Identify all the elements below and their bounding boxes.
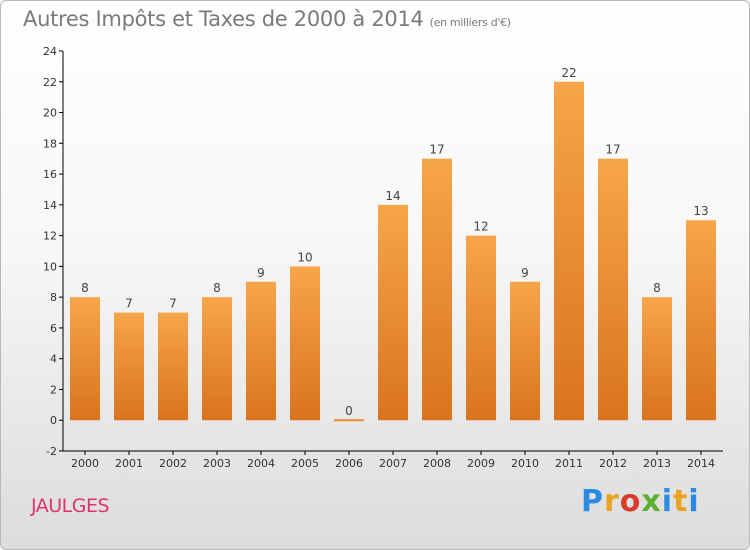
brand-logo: Proxiti	[581, 484, 700, 519]
data-label: 7	[169, 297, 177, 311]
data-label: 8	[81, 281, 89, 295]
y-tick-label: 4	[50, 353, 57, 366]
chart-title: Autres Impôts et Taxes de 2000 à 2014 (en…	[23, 7, 511, 31]
data-label: 9	[257, 266, 265, 280]
y-tick-label: 10	[43, 260, 57, 273]
y-tick-label: 12	[43, 230, 57, 243]
data-label: 8	[213, 281, 221, 295]
x-tick-label: 2007	[379, 457, 407, 470]
data-label: 8	[653, 281, 661, 295]
x-tick-label: 2005	[291, 457, 319, 470]
data-label: 0	[345, 404, 353, 418]
y-tick-label: 16	[43, 168, 57, 181]
bar	[422, 158, 452, 421]
commune-name: JAULGES	[31, 495, 110, 517]
bar	[378, 204, 408, 421]
bar	[70, 297, 100, 421]
x-tick-label: 2004	[247, 457, 275, 470]
x-tick-label: 2008	[423, 457, 451, 470]
chart-title-text: Autres Impôts et Taxes de 2000 à 2014	[23, 7, 424, 31]
bar	[598, 158, 628, 421]
bar	[202, 297, 232, 421]
x-tick-label: 2009	[467, 457, 495, 470]
x-tick-label: 2001	[115, 457, 143, 470]
data-label: 7	[125, 297, 133, 311]
y-tick-label: 24	[43, 45, 57, 58]
data-label: 17	[605, 143, 620, 157]
y-tick-label: 6	[50, 322, 57, 335]
x-tick-label: 2014	[687, 457, 715, 470]
bar	[158, 312, 188, 421]
data-label: 9	[521, 266, 529, 280]
y-tick-label: 2	[50, 383, 57, 396]
x-tick-label: 2011	[555, 457, 583, 470]
data-label: 13	[693, 204, 708, 218]
y-tick-label: 18	[43, 137, 57, 150]
x-tick-label: 2003	[203, 457, 231, 470]
x-tick-label: 2006	[335, 457, 363, 470]
bar	[554, 81, 584, 421]
data-label: 17	[429, 143, 444, 157]
data-label: 22	[561, 66, 576, 80]
y-tick-label: 0	[50, 414, 57, 427]
y-tick-label: 20	[43, 107, 57, 120]
bar	[642, 297, 672, 421]
bar	[466, 235, 496, 421]
y-tick-label: 22	[43, 76, 57, 89]
data-label: 14	[385, 189, 400, 203]
y-tick-label: 8	[50, 291, 57, 304]
bar	[246, 281, 276, 421]
x-tick-label: 2013	[643, 457, 671, 470]
x-tick-label: 2000	[71, 457, 99, 470]
data-label: 12	[473, 220, 488, 234]
y-tick-label: -2	[46, 445, 57, 458]
chart-title-unit: (en milliers d'€)	[429, 16, 511, 29]
bar	[290, 266, 320, 421]
x-tick-label: 2002	[159, 457, 187, 470]
data-label: 10	[297, 250, 312, 264]
x-tick-label: 2010	[511, 457, 539, 470]
bar	[334, 419, 364, 422]
x-tick-label: 2012	[599, 457, 627, 470]
bar	[114, 312, 144, 421]
y-tick-label: 14	[43, 199, 57, 212]
bar	[686, 220, 716, 421]
bar	[510, 281, 540, 421]
